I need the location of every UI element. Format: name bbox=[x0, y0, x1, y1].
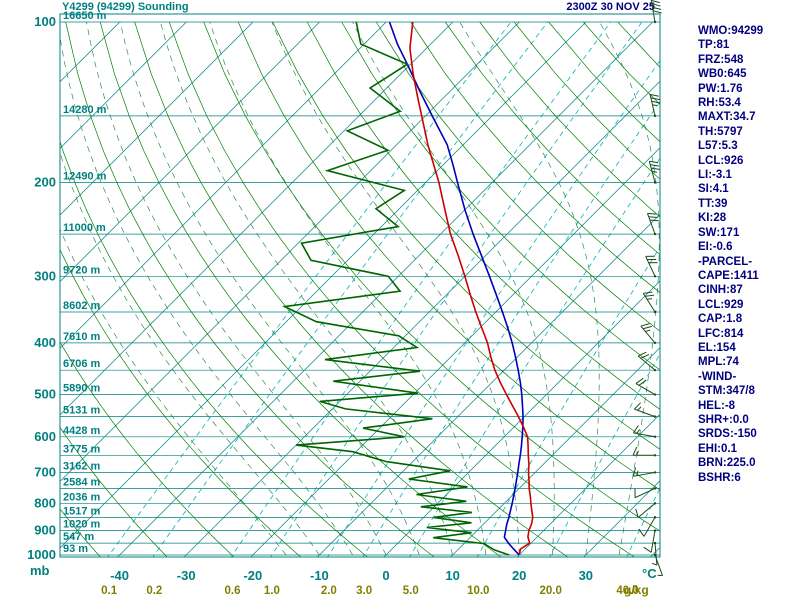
axis-tick-label: 3162 m bbox=[63, 460, 101, 472]
axis-tick-label: 800 bbox=[34, 495, 56, 510]
axis-tick-label: 5890 m bbox=[63, 383, 101, 395]
stat-line: -PARCEL- bbox=[698, 255, 753, 268]
axis-tick-label: 0.2 bbox=[146, 585, 162, 597]
isotherm-lines bbox=[60, 21, 660, 557]
axis-tick-label: 9720 m bbox=[63, 264, 101, 276]
chart-title: Y4299 (94299) Sounding bbox=[62, 1, 189, 13]
stat-line: CAP:1.8 bbox=[698, 313, 743, 326]
axis-tick-label: 12490 m bbox=[63, 170, 107, 182]
axis-tick-label: 3.0 bbox=[356, 585, 372, 597]
axis-tick-label: 1517 m bbox=[63, 505, 101, 517]
stat-line: WB0:645 bbox=[698, 68, 747, 81]
mixing-ratio-lines bbox=[107, 21, 660, 557]
axis-tick-label: 2036 m bbox=[63, 491, 101, 503]
stat-line: -WIND- bbox=[698, 370, 737, 383]
stat-line: WMO:94299 bbox=[698, 25, 764, 37]
axis-tick-label: 0 bbox=[382, 568, 389, 583]
axis-tick-label: 300 bbox=[34, 268, 56, 283]
wind-barbs bbox=[632, 0, 663, 577]
pressure-unit-label: mb bbox=[30, 563, 50, 578]
stat-line: MAXT:34.7 bbox=[698, 111, 756, 124]
stat-line: SRDS:-150 bbox=[698, 428, 757, 441]
stat-line: EI:-0.6 bbox=[698, 241, 733, 254]
stat-line: EL:154 bbox=[698, 341, 736, 354]
stat-line: TH:5797 bbox=[698, 125, 743, 138]
axis-tick-label: 2.0 bbox=[321, 585, 337, 597]
axis-tick-label: 20.0 bbox=[539, 585, 561, 597]
stat-line: LCL:929 bbox=[698, 298, 744, 311]
axis-tick-label: -20 bbox=[243, 568, 262, 583]
stat-line: EHI:0.1 bbox=[698, 442, 737, 455]
axis-tick-label: 93 m bbox=[63, 543, 88, 555]
stat-line: FRZ:548 bbox=[698, 53, 744, 66]
mixing-unit-label: g/kg bbox=[624, 583, 649, 597]
axis-tick-label: 3775 m bbox=[63, 443, 101, 455]
stat-line: CINH:87 bbox=[698, 284, 743, 297]
axis-tick-label: 7610 m bbox=[63, 331, 101, 343]
stat-line: SW:171 bbox=[698, 226, 740, 239]
dry-adiabat-lines bbox=[60, 21, 660, 557]
stat-line: HEL:-8 bbox=[698, 399, 736, 412]
axis-tick-label: 900 bbox=[34, 523, 56, 538]
stat-line: PW:1.76 bbox=[698, 82, 743, 95]
stat-line: TP:81 bbox=[698, 39, 730, 52]
stat-line: LCL:926 bbox=[698, 154, 744, 167]
axis-tick-label: 400 bbox=[34, 335, 56, 350]
axis-tick-label: 1.0 bbox=[264, 585, 280, 597]
axis-tick-label: 1000 bbox=[27, 547, 56, 562]
temp-unit-label: °C bbox=[642, 566, 657, 581]
axis-tick-label: 200 bbox=[34, 174, 56, 189]
axis-tick-label: 14280 m bbox=[63, 104, 107, 116]
axis-tick-label: 40.0 bbox=[616, 585, 638, 597]
axis-tick-label: 8602 m bbox=[63, 300, 101, 312]
axis-tick-label: 0.6 bbox=[225, 585, 241, 597]
stat-line: LFC:814 bbox=[698, 327, 744, 340]
axis-tick-label: 700 bbox=[34, 464, 56, 479]
stat-line: BSHR:6 bbox=[698, 471, 741, 484]
stat-line: SI:4.1 bbox=[698, 183, 729, 196]
stat-line: MPL:74 bbox=[698, 356, 739, 369]
axis-tick-label: 10 bbox=[445, 568, 459, 583]
axis-tick-label: 547 m bbox=[63, 531, 94, 543]
chart-datetime: 2300Z 30 NOV 25 bbox=[566, 1, 655, 13]
axis-tick-label: -40 bbox=[110, 568, 129, 583]
axis-tick-label: 30 bbox=[579, 568, 593, 583]
axis-tick-label: 6706 m bbox=[63, 358, 101, 370]
stat-line: RH:53.4 bbox=[698, 97, 741, 110]
axis-tick-label: 10.0 bbox=[467, 585, 489, 597]
axis-tick-label: 1020 m bbox=[63, 519, 101, 531]
stat-line: L57:5.3 bbox=[698, 140, 738, 153]
stat-line: CAPE:1411 bbox=[698, 269, 759, 282]
axis-tick-label: 100 bbox=[34, 14, 56, 29]
pressure-gridlines bbox=[60, 21, 660, 556]
axis-tick-label: 0.1 bbox=[101, 585, 118, 597]
axis-tick-label: -30 bbox=[177, 568, 196, 583]
axis-tick-label: 4428 m bbox=[63, 425, 101, 437]
axis-tick-label: -10 bbox=[310, 568, 329, 583]
stat-line: SHR+:0.0 bbox=[698, 413, 749, 426]
axis-tick-label: 20 bbox=[512, 568, 526, 583]
axis-tick-label: 5.0 bbox=[403, 585, 419, 597]
axis-tick-label: 11000 m bbox=[63, 222, 106, 234]
stat-line: BRN:225.0 bbox=[698, 457, 756, 470]
stats-panel: WMO:94299 TP:81 FRZ:548 WB0:645 PW:1.76 RH:53… bbox=[698, 24, 800, 485]
axis-tick-label: 5131 m bbox=[63, 405, 101, 417]
axis-tick-label: 16650 m bbox=[63, 10, 107, 22]
stat-line: TT:39 bbox=[698, 197, 728, 210]
stat-line: LI:-3.1 bbox=[698, 169, 732, 182]
stat-line: KI:28 bbox=[698, 212, 727, 225]
axis-tick-label: 2584 m bbox=[63, 476, 101, 488]
axis-tick-label: 600 bbox=[34, 429, 56, 444]
stat-line: STM:347/8 bbox=[698, 385, 755, 398]
axis-tick-label: 500 bbox=[34, 387, 56, 402]
sounding-traces bbox=[281, 21, 534, 556]
